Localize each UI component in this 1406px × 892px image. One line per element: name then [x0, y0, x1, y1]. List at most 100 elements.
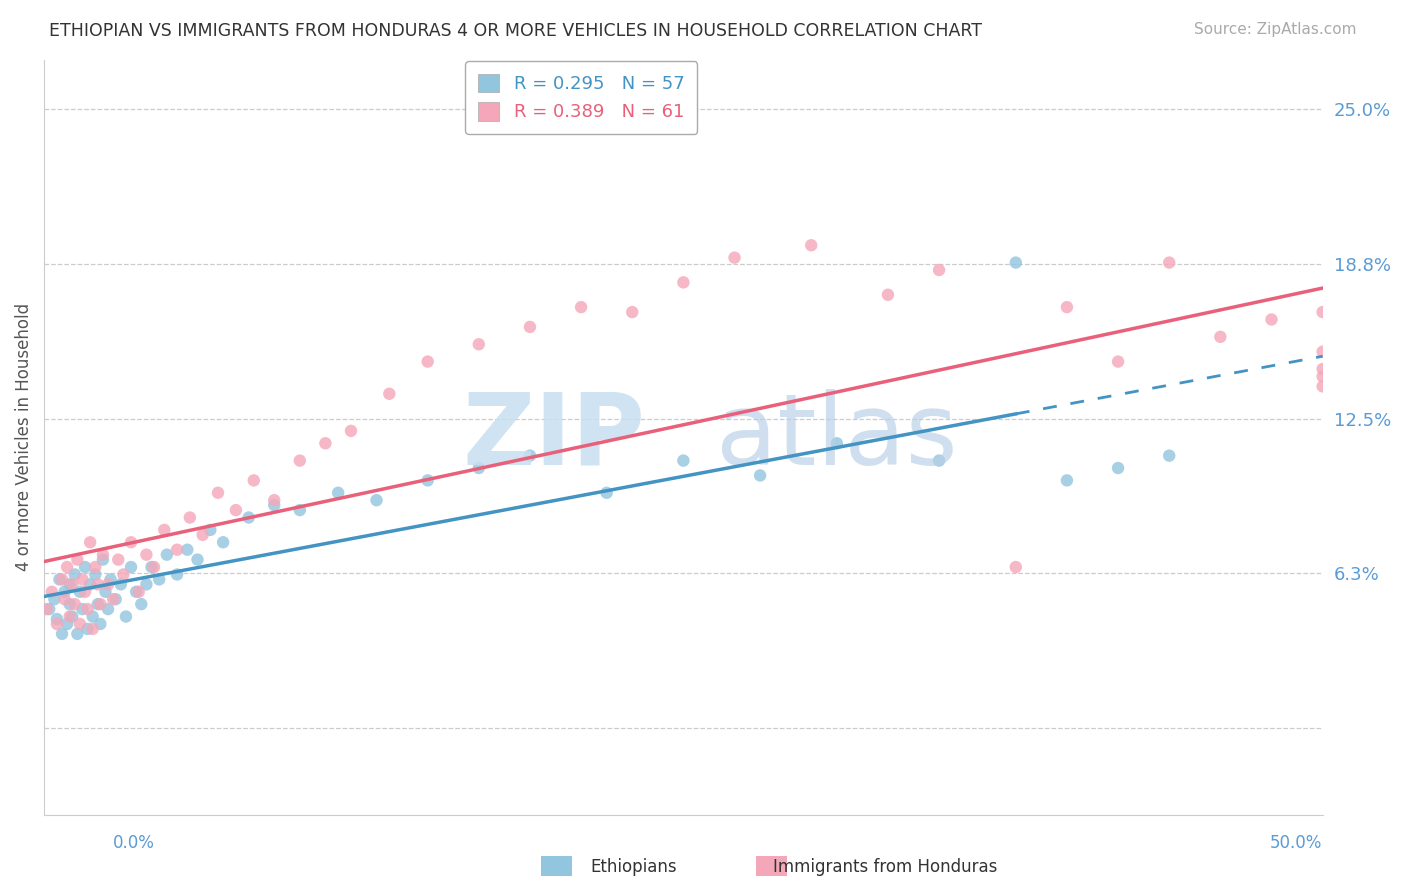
Point [1260, 312, 1282, 326]
Point [186, 552, 208, 566]
Bar [541, 856, 572, 876]
Point [60, 577, 83, 591]
Point [877, 287, 900, 301]
Point [82, 609, 104, 624]
Point [72, 573, 94, 587]
Point [89, 617, 111, 632]
Point [1312, 344, 1334, 359]
Point [53, 592, 76, 607]
Point [125, 584, 148, 599]
Point [176, 542, 198, 557]
Point [595, 485, 617, 500]
Point [416, 474, 439, 488]
Point [84, 567, 107, 582]
Point [91, 552, 114, 566]
Point [207, 485, 229, 500]
Point [41, 584, 63, 599]
Point [153, 523, 176, 537]
Point [1312, 305, 1334, 319]
Point [73, 584, 96, 599]
Point [621, 305, 644, 319]
Point [79, 577, 101, 591]
Point [84, 560, 107, 574]
Point [110, 577, 132, 591]
Point [53, 584, 76, 599]
Point [135, 548, 157, 562]
Text: Ethiopians: Ethiopians [591, 858, 678, 876]
Point [166, 567, 188, 582]
Point [225, 503, 247, 517]
Point [97, 577, 120, 591]
Point [468, 461, 491, 475]
Point [76, 622, 98, 636]
Point [800, 238, 823, 252]
Point [156, 548, 179, 562]
Point [238, 510, 260, 524]
Point [100, 573, 122, 587]
Point [288, 503, 311, 517]
Point [179, 510, 201, 524]
Text: Source: ZipAtlas.com: Source: ZipAtlas.com [1194, 22, 1357, 37]
Point [94, 584, 117, 599]
Point [148, 573, 170, 587]
Point [44, 592, 66, 607]
Point [51, 573, 73, 587]
Point [128, 584, 150, 599]
Point [38, 602, 60, 616]
Point [243, 474, 266, 488]
Point [56, 560, 79, 574]
Point [1056, 474, 1078, 488]
Bar [756, 856, 787, 876]
Point [825, 436, 848, 450]
Point [91, 548, 114, 562]
Point [672, 453, 695, 467]
Point [200, 523, 222, 537]
Text: ZIP: ZIP [463, 389, 645, 485]
Point [1107, 461, 1129, 475]
Point [1312, 369, 1334, 384]
Point [87, 577, 110, 591]
Point [569, 300, 592, 314]
Text: ETHIOPIAN VS IMMIGRANTS FROM HONDURAS 4 OR MORE VEHICLES IN HOUSEHOLD CORRELATIO: ETHIOPIAN VS IMMIGRANTS FROM HONDURAS 4 … [49, 22, 983, 40]
Point [120, 560, 142, 574]
Point [82, 622, 104, 636]
Y-axis label: 4 or more Vehicles in Household: 4 or more Vehicles in Household [15, 303, 32, 571]
Point [104, 592, 127, 607]
Point [141, 560, 163, 574]
Point [672, 276, 695, 290]
Point [749, 468, 772, 483]
Point [115, 609, 138, 624]
Point [1209, 330, 1232, 344]
Point [69, 584, 91, 599]
Point [79, 535, 101, 549]
Point [129, 597, 152, 611]
Point [59, 597, 82, 611]
Point [51, 627, 73, 641]
Point [45, 612, 67, 626]
Text: 50.0%: 50.0% [1270, 834, 1322, 852]
Point [48, 573, 70, 587]
Point [263, 493, 285, 508]
Point [378, 386, 401, 401]
Point [101, 592, 124, 607]
Point [59, 609, 82, 624]
Point [63, 567, 86, 582]
Point [1107, 354, 1129, 368]
Point [191, 528, 214, 542]
Point [87, 597, 110, 611]
Point [1159, 255, 1181, 269]
Point [1159, 449, 1181, 463]
Point [263, 498, 285, 512]
Point [89, 597, 111, 611]
Point [66, 552, 89, 566]
Point [73, 560, 96, 574]
Text: atlas: atlas [716, 389, 957, 485]
Point [1312, 379, 1334, 393]
Point [66, 627, 89, 641]
Point [63, 597, 86, 611]
Point [416, 354, 439, 368]
Point [366, 493, 388, 508]
Point [60, 609, 83, 624]
Point [166, 542, 188, 557]
Point [1004, 560, 1026, 574]
